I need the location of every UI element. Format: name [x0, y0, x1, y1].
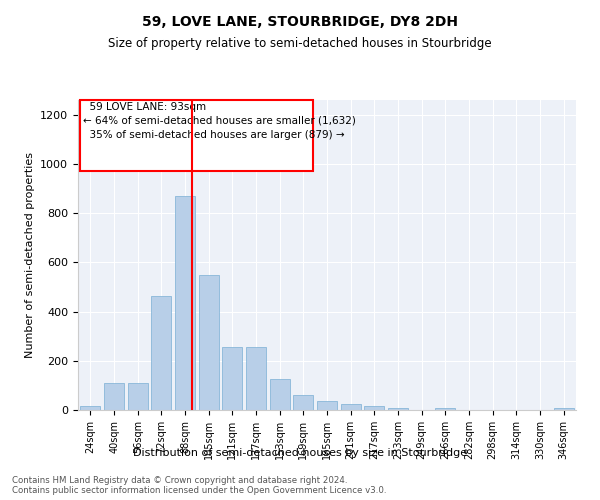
Text: Size of property relative to semi-detached houses in Stourbridge: Size of property relative to semi-detach… [108, 38, 492, 51]
Bar [80, 406, 100, 410]
Bar [317, 402, 337, 410]
Text: Contains HM Land Registry data © Crown copyright and database right 2024.
Contai: Contains HM Land Registry data © Crown c… [12, 476, 386, 495]
Y-axis label: Number of semi-detached properties: Number of semi-detached properties [25, 152, 35, 358]
Bar [151, 296, 172, 410]
Bar [388, 408, 408, 410]
Bar [199, 275, 219, 410]
Bar [223, 348, 242, 410]
Bar [246, 348, 266, 410]
Bar [341, 404, 361, 410]
Bar [175, 196, 195, 410]
Bar [293, 395, 313, 410]
Bar [364, 406, 385, 410]
FancyBboxPatch shape [80, 100, 313, 172]
Text: 59 LOVE LANE: 93sqm
← 64% of semi-detached houses are smaller (1,632)
  35% of s: 59 LOVE LANE: 93sqm ← 64% of semi-detach… [83, 102, 356, 140]
Bar [269, 379, 290, 410]
Text: Distribution of semi-detached houses by size in Stourbridge: Distribution of semi-detached houses by … [133, 448, 467, 458]
Text: 59, LOVE LANE, STOURBRIDGE, DY8 2DH: 59, LOVE LANE, STOURBRIDGE, DY8 2DH [142, 15, 458, 29]
Bar [128, 384, 148, 410]
Bar [104, 384, 124, 410]
Bar [435, 408, 455, 410]
Bar [554, 408, 574, 410]
